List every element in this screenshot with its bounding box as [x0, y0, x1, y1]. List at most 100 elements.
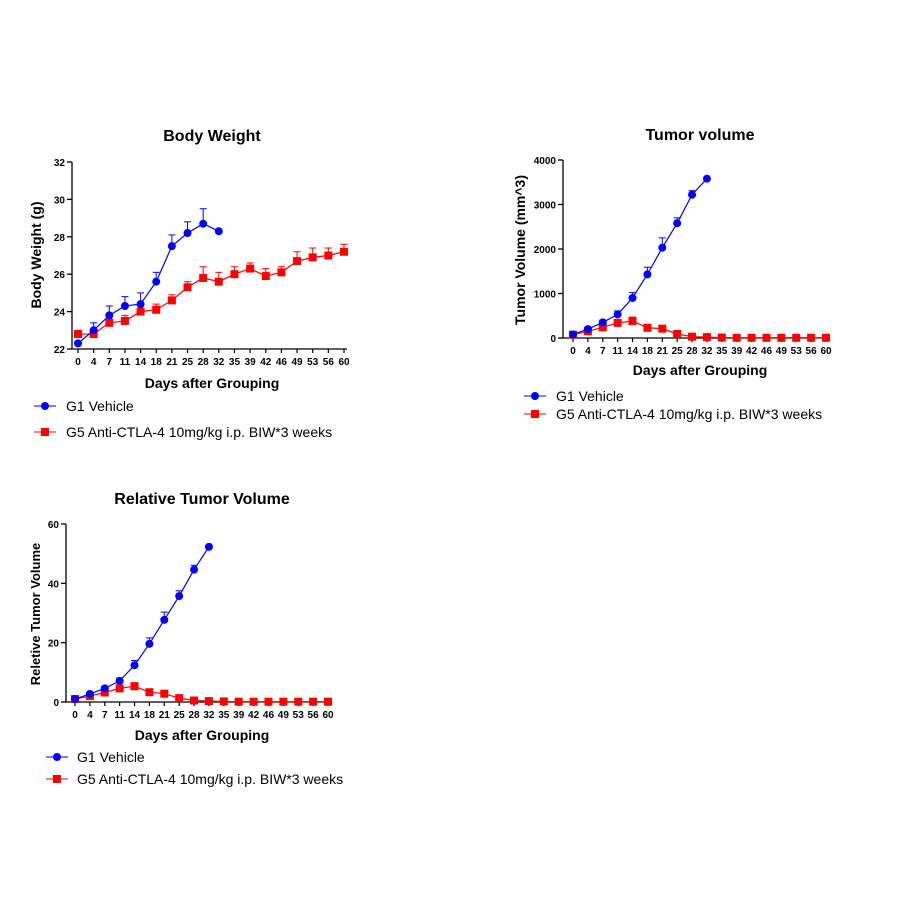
x-tick-label: 56	[806, 346, 818, 357]
y-axis: 0 1000 2000 3000 4000	[534, 156, 564, 345]
y-tick-label: 22	[54, 345, 66, 356]
data-point	[279, 697, 288, 706]
data-point	[219, 697, 228, 706]
series-g5-anti-ctla4	[569, 316, 830, 342]
data-point	[658, 243, 667, 252]
data-point	[89, 326, 98, 335]
legend-label-g5: G5 Anti-CTLA-4 10mg/kg i.p. BIW*3 weeks	[77, 771, 343, 787]
y-tick-label: 4000	[534, 156, 557, 167]
y-tick-label: 32	[54, 158, 66, 169]
data-point	[309, 697, 318, 706]
x-tick-label: 60	[338, 357, 350, 368]
legend-item-g5: G5 Anti-CTLA-4 10mg/kg i.p. BIW*3 weeks	[46, 771, 343, 787]
x-tick-label: 7	[102, 710, 108, 721]
data-point	[234, 697, 243, 706]
x-tick-label: 18	[642, 346, 654, 357]
data-point	[598, 323, 607, 332]
x-tick-label: 25	[182, 357, 194, 368]
x-tick-label: 53	[307, 357, 319, 368]
x-tick-label: 32	[701, 346, 713, 357]
x-axis: 0 4 7 11 14 18 21 25 28 32 35 39 42 46 49 53 56 60	[72, 348, 350, 368]
data-point	[115, 684, 124, 693]
x-tick-label: 4	[91, 357, 97, 368]
data-point	[115, 676, 124, 685]
data-point	[136, 300, 145, 309]
x-tick-label: 0	[72, 710, 78, 721]
x-tick-label: 18	[144, 710, 156, 721]
y-tick-label: 60	[48, 520, 60, 531]
data-point	[183, 283, 192, 292]
data-point	[71, 695, 79, 704]
chart-title: Tumor volume	[645, 127, 754, 144]
data-point	[175, 592, 184, 601]
y-tick-label: 40	[48, 579, 60, 590]
y-tick-label: 0	[53, 698, 59, 709]
data-point	[145, 688, 154, 697]
x-tick-label: 21	[159, 710, 171, 721]
x-tick-label: 42	[746, 346, 758, 357]
legend-marker-g5	[41, 428, 49, 436]
data-point	[792, 333, 801, 342]
data-point	[183, 229, 192, 238]
x-axis-title: Days after Grouping	[135, 727, 270, 743]
data-point	[308, 253, 317, 262]
data-point	[277, 268, 286, 277]
data-point	[807, 333, 816, 342]
y-tick-label: 0	[550, 334, 556, 345]
data-point	[105, 311, 114, 320]
series-g5-anti-ctla4	[74, 243, 348, 339]
x-tick-label: 49	[278, 710, 290, 721]
legend-marker-g1	[531, 392, 539, 400]
data-point	[643, 270, 652, 279]
chart-title: Body Weight	[163, 128, 261, 145]
x-tick-label: 35	[218, 710, 230, 721]
y-tick-label: 26	[54, 270, 66, 281]
data-point	[822, 333, 830, 342]
legend-item-g1: G1 Vehicle	[34, 398, 134, 414]
data-point	[190, 696, 199, 705]
x-tick-label: 7	[600, 346, 606, 357]
data-point	[294, 697, 303, 706]
data-point	[702, 174, 711, 183]
data-point	[628, 317, 637, 326]
x-tick-label: 60	[322, 710, 334, 721]
x-tick-label: 4	[87, 710, 93, 721]
data-point	[598, 318, 607, 327]
data-point	[152, 305, 161, 314]
y-tick-label: 24	[54, 308, 66, 319]
x-tick-label: 49	[776, 346, 788, 357]
data-point	[190, 565, 199, 574]
legend-item-g1: G1 Vehicle	[524, 388, 624, 404]
series-layer	[74, 208, 348, 348]
series-g1-vehicle	[569, 174, 711, 339]
x-tick-label: 35	[716, 346, 728, 357]
x-tick-label: 42	[260, 357, 272, 368]
data-point	[230, 270, 239, 279]
data-point	[324, 697, 332, 706]
x-tick-label: 18	[151, 357, 163, 368]
x-axis-title: Days after Grouping	[633, 362, 768, 378]
x-tick-label: 21	[657, 346, 669, 357]
x-tick-label: 28	[188, 710, 200, 721]
data-point	[204, 697, 213, 706]
data-point	[643, 323, 652, 332]
x-tick-label: 21	[166, 357, 178, 368]
data-point	[688, 190, 697, 199]
y-tick-label: 3000	[534, 201, 557, 212]
x-tick-label: 35	[229, 357, 241, 368]
data-point	[673, 219, 682, 228]
legend-label-g1: G1 Vehicle	[556, 388, 624, 404]
data-point	[160, 615, 169, 624]
legend-label-g1: G1 Vehicle	[66, 398, 134, 414]
legend-label-g5: G5 Anti-CTLA-4 10mg/kg i.p. BIW*3 weeks	[556, 406, 822, 422]
series-line	[74, 685, 328, 703]
x-axis-title: Days after Grouping	[145, 375, 280, 391]
data-point	[777, 333, 786, 342]
data-point	[688, 332, 697, 341]
x-tick-label: 0	[75, 357, 81, 368]
data-point	[673, 329, 682, 338]
x-tick-label: 46	[276, 357, 288, 368]
data-point	[152, 277, 161, 286]
data-point	[136, 307, 145, 316]
legend-label-g5: G5 Anti-CTLA-4 10mg/kg i.p. BIW*3 weeks	[66, 424, 332, 440]
